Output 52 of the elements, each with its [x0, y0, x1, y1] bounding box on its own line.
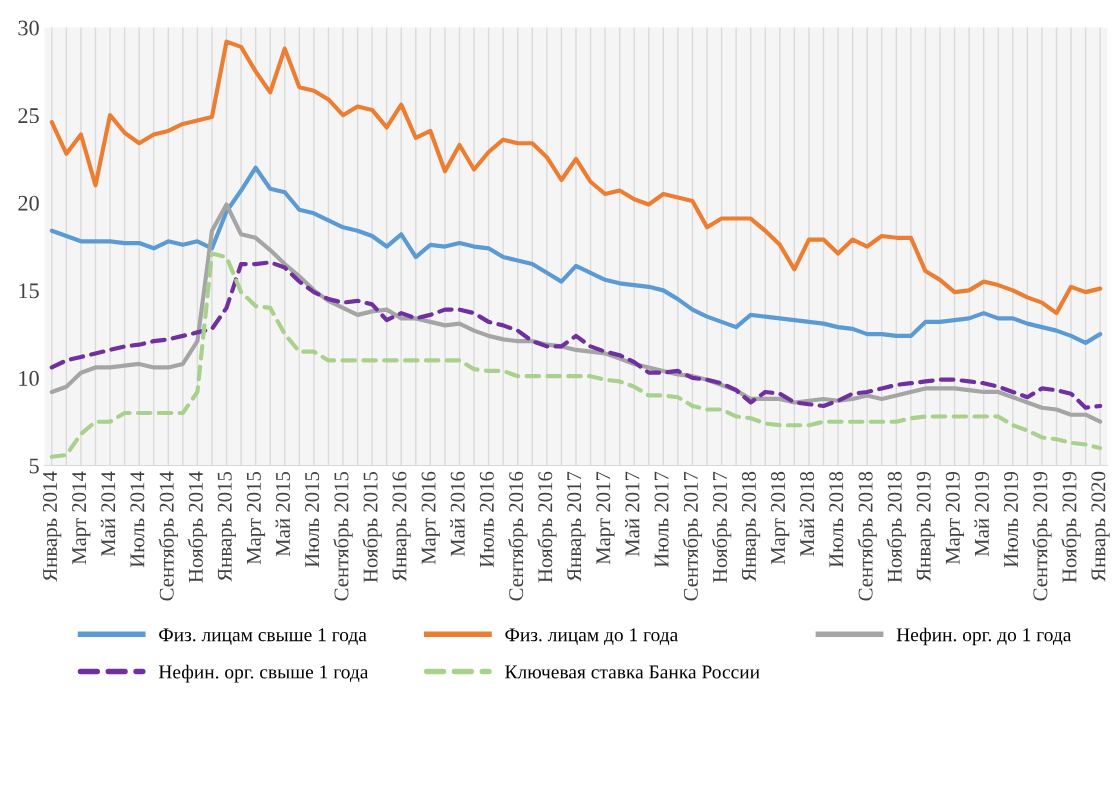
x-tick-label: Март 2019 [945, 471, 964, 565]
x-tick-label: Январь 2018 [741, 471, 761, 582]
x-tick-label: Сентябрь 2015 [333, 471, 353, 601]
x-tick-label: Июль 2015 [305, 471, 320, 568]
x-tick-label: Сентябрь 2014 [158, 471, 178, 601]
x-tick-label: Январь 2017 [567, 471, 586, 582]
x-tick-label: Март 2014 [72, 471, 91, 565]
x-tick-label: Ноябрь 2018 [886, 471, 906, 583]
line-series [49, 165, 1103, 345]
x-tick-label: Январь 2019 [916, 471, 935, 582]
x-tick-label: Сентябрь 2018 [857, 471, 877, 601]
x-tick-label: Май 2019 [974, 471, 989, 557]
x-tick-label: Сентябрь 2016 [508, 471, 528, 601]
x-tick-label: Ноябрь 2019 [1061, 471, 1081, 583]
y-tick-label: 25 [18, 108, 39, 124]
line-series [49, 39, 1103, 316]
x-tick-label: Март 2015 [246, 471, 266, 565]
x-tick-label: Июль 2018 [829, 471, 844, 568]
y-tick-label: 20 [18, 195, 39, 211]
x-tick-label: Январь 2014 [42, 471, 62, 582]
x-tick-label: Январь 2020 [1091, 471, 1110, 582]
line-series [49, 260, 1103, 410]
x-tick-label: Ноябрь 2014 [187, 471, 208, 583]
line-series [49, 251, 1103, 459]
x-tick-label: Ноябрь 2017 [711, 471, 732, 583]
legend-label: Нефин. орг. свыше 1 года [158, 664, 369, 683]
x-tick-label: Май 2015 [275, 471, 290, 557]
y-tick-label: 5 [29, 458, 39, 474]
x-tick-label: Январь 2016 [392, 471, 411, 582]
x-tick-label: Май 2016 [450, 471, 465, 557]
x-tick-label: Март 2017 [596, 471, 615, 565]
x-tick-label: Июль 2016 [479, 471, 494, 568]
x-tick-label: Май 2017 [624, 471, 640, 557]
y-tick-label: 10 [19, 370, 39, 386]
legend-label: Ключевая ставка Банка России [505, 665, 760, 679]
y-tick-label: 30 [18, 20, 39, 36]
x-tick-label: Сентябрь 2017 [682, 471, 703, 601]
x-tick-label: Июль 2019 [1003, 471, 1019, 568]
legend-label: Физ. лицам свыше 1 года [159, 628, 367, 645]
x-tick-label: Ноябрь 2015 [362, 471, 382, 583]
x-tick-label: Май 2014 [100, 471, 116, 557]
x-tick-label: Май 2018 [799, 471, 815, 557]
x-tick-label: Январь 2015 [217, 471, 236, 582]
x-tick-label: Ноябрь 2016 [537, 471, 557, 583]
y-tick-label: 15 [19, 283, 39, 299]
x-tick-label: Март 2016 [421, 471, 440, 565]
x-tick-label: Июль 2017 [654, 471, 669, 568]
x-tick-label: Март 2018 [770, 471, 790, 565]
legend-label: Нефин. орг. до 1 года [896, 627, 1072, 646]
x-tick-label: Сентябрь 2019 [1032, 471, 1052, 601]
legend-label: Физ. лицам до 1 года [505, 628, 678, 645]
x-tick-label: Июль 2014 [130, 471, 145, 568]
